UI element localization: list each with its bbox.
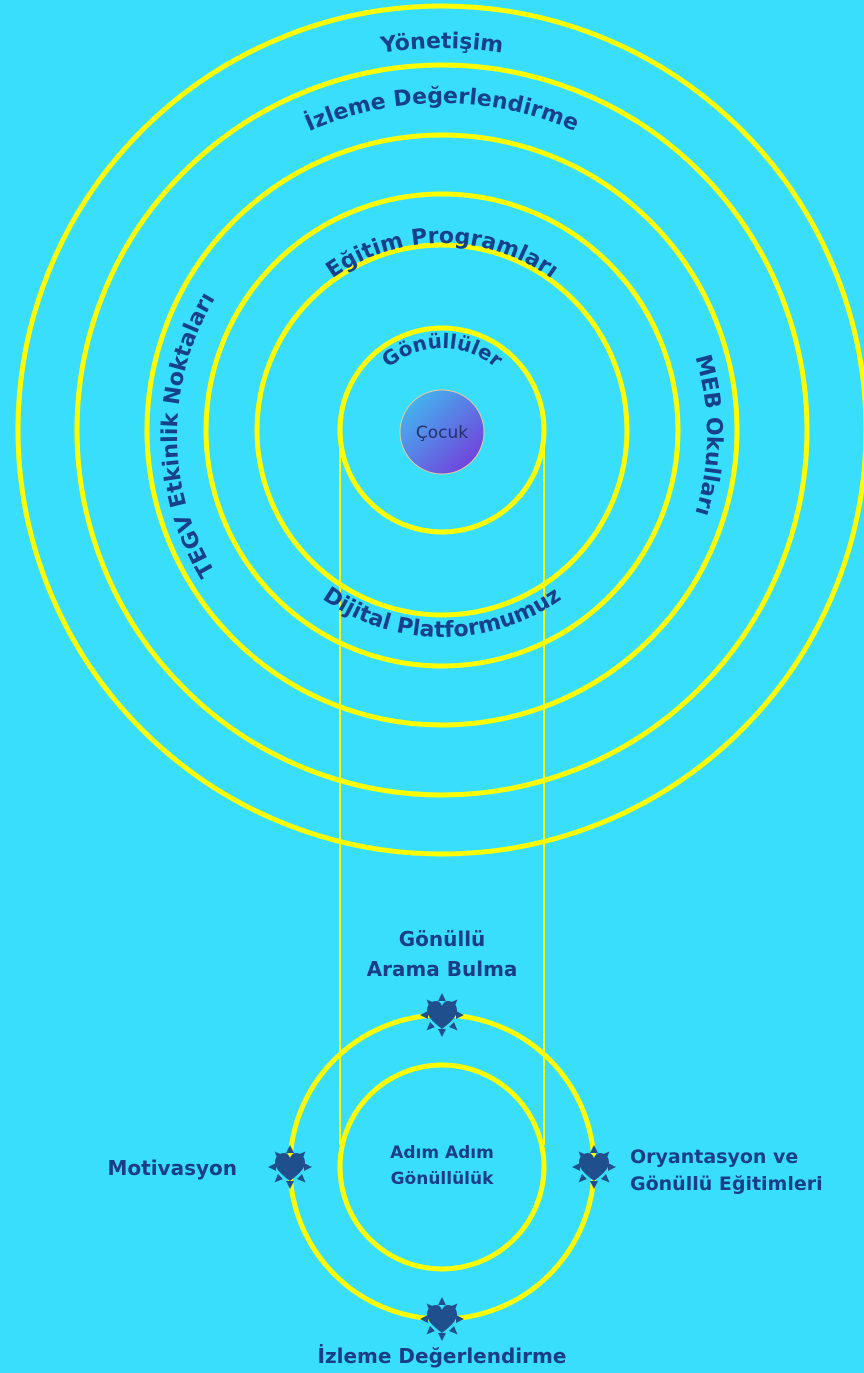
cycle-inner-ring (337, 1062, 547, 1272)
heart-sun-icon (420, 993, 464, 1037)
label-yonetisim: Yönetişim (378, 29, 505, 59)
ring-yonetisim (15, 3, 864, 857)
heart-sun-icon (572, 1145, 616, 1189)
heart-sun-icon (268, 1145, 312, 1189)
cycle-left-label: Motivasyon (107, 1156, 237, 1180)
center-label: Çocuk (416, 423, 468, 443)
ring-izleme (74, 62, 810, 798)
ring-gonulluler (337, 325, 547, 535)
ring-dijital (254, 242, 630, 618)
cycle-outer-ring (287, 1012, 597, 1322)
label-gonulluler: Gönüllüler (377, 329, 507, 372)
cycle-top-line2: Arama Bulma (367, 957, 518, 981)
label-egitim: Eğitim Programları (322, 224, 563, 284)
cycle-center-line1: Adım Adım (390, 1143, 494, 1163)
cycle-top-line1: Gönüllü (399, 927, 486, 951)
center-circle (399, 389, 485, 475)
ring-egitim (203, 191, 681, 669)
cycle-right-line1: Oryantasyon ve (630, 1146, 798, 1168)
cycle-bottom-label: İzleme Değerlendirme (318, 1344, 567, 1368)
label-meb: MEB Okulları (689, 352, 726, 519)
ring-tegv-meb (144, 132, 740, 728)
label-izleme-top: İzleme Değerlendirme (301, 84, 582, 137)
cycle-right-line2: Gönüllü Eğitimleri (630, 1173, 823, 1195)
cycle-center-line2: Gönüllülük (391, 1169, 495, 1189)
heart-sun-icon (420, 1297, 464, 1341)
